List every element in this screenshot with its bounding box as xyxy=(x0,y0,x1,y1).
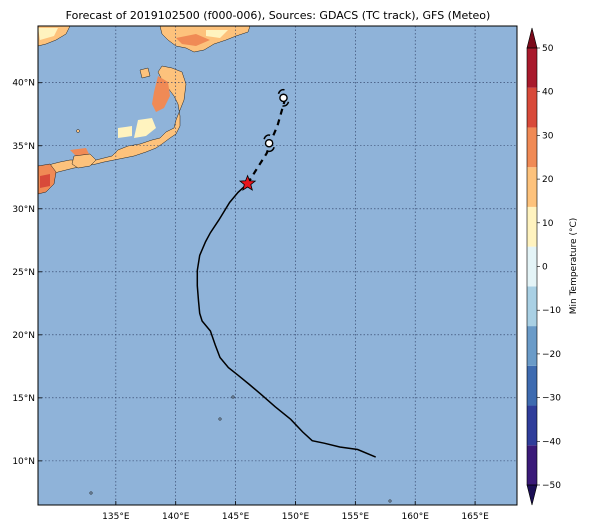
colorbar-bin xyxy=(527,127,537,168)
lat-tick-label: 20°N xyxy=(12,331,35,341)
lat-tick-label: 35°N xyxy=(12,142,35,152)
lon-tick-label: 145°E xyxy=(222,512,250,522)
lon-tick-label: 155°E xyxy=(342,512,370,522)
lat-tick-label: 40°N xyxy=(12,79,35,89)
colorbar-tick-label: −20 xyxy=(542,350,561,360)
ocean-background xyxy=(38,26,517,505)
lon-tick-label: 135°E xyxy=(102,512,130,522)
colorbar-bin xyxy=(527,87,537,128)
latitude-axis: 10°N 15°N 20°N 25°N 30°N 35°N 40°N xyxy=(12,79,42,467)
lat-tick-label: 10°N xyxy=(12,457,35,467)
lat-tick-label: 15°N xyxy=(12,394,35,404)
colorbar-tick-label: −50 xyxy=(542,481,561,491)
colorbar-bin xyxy=(527,326,537,366)
colorbar-bin xyxy=(527,206,537,247)
colorbar: 50 40 30 20 10 0 −10 −20 −30 −40 −50 xyxy=(526,27,561,506)
colorbar-bin xyxy=(527,167,537,207)
cyclone-symbol-arm xyxy=(277,88,290,107)
colorbar-bin xyxy=(527,246,537,287)
colorbar-bin xyxy=(527,445,537,485)
colorbar-tick-label: 10 xyxy=(542,219,554,229)
colorbar-tick-label: 20 xyxy=(542,175,554,185)
colorbar-tick-label: −30 xyxy=(542,394,561,404)
map-frame xyxy=(37,25,518,506)
figure-title: Forecast of 2019102500 (f000-006), Sourc… xyxy=(66,9,491,22)
forecast-position-marker xyxy=(264,138,274,148)
colorbar-bin xyxy=(527,365,537,406)
lat-tick-label: 30°N xyxy=(12,205,35,215)
longitude-axis: 135°E 140°E 145°E 150°E 155°E 160°E 165°E xyxy=(102,501,489,522)
colorbar-over-arrow xyxy=(526,27,538,49)
colorbar-under-arrow xyxy=(526,484,538,506)
lon-tick-label: 140°E xyxy=(162,512,190,522)
colorbar-bin xyxy=(527,48,537,88)
lon-tick-label: 160°E xyxy=(402,512,430,522)
lat-tick-label: 25°N xyxy=(12,268,35,278)
lon-tick-label: 165°E xyxy=(461,512,489,522)
japan-landmass xyxy=(37,25,392,503)
colorbar-tick-label: 30 xyxy=(542,131,554,141)
forecast-position-marker xyxy=(279,93,288,103)
map-panel: 135°E 140°E 145°E 150°E 155°E 160°E 165°E 10°N… xyxy=(12,25,518,522)
colorbar-tick-label: 0 xyxy=(542,263,548,273)
forecast-track-line xyxy=(246,100,286,185)
past-track-line xyxy=(196,183,376,458)
current-position-star-icon xyxy=(238,174,257,191)
tc-track xyxy=(196,88,376,458)
map-gridlines xyxy=(38,26,517,505)
colorbar-tick-label: −40 xyxy=(542,437,561,447)
colorbar-label: Min Temperature (°C) xyxy=(569,218,579,315)
colorbar-tick-label: −10 xyxy=(542,306,561,316)
colorbar-bin xyxy=(527,286,537,327)
colorbar-tick-label: 50 xyxy=(542,44,554,54)
colorbar-bin xyxy=(527,405,537,446)
colorbar-tick-label: 40 xyxy=(542,88,554,98)
lon-tick-label: 150°E xyxy=(282,512,310,522)
cyclone-symbol-arm xyxy=(263,134,275,153)
